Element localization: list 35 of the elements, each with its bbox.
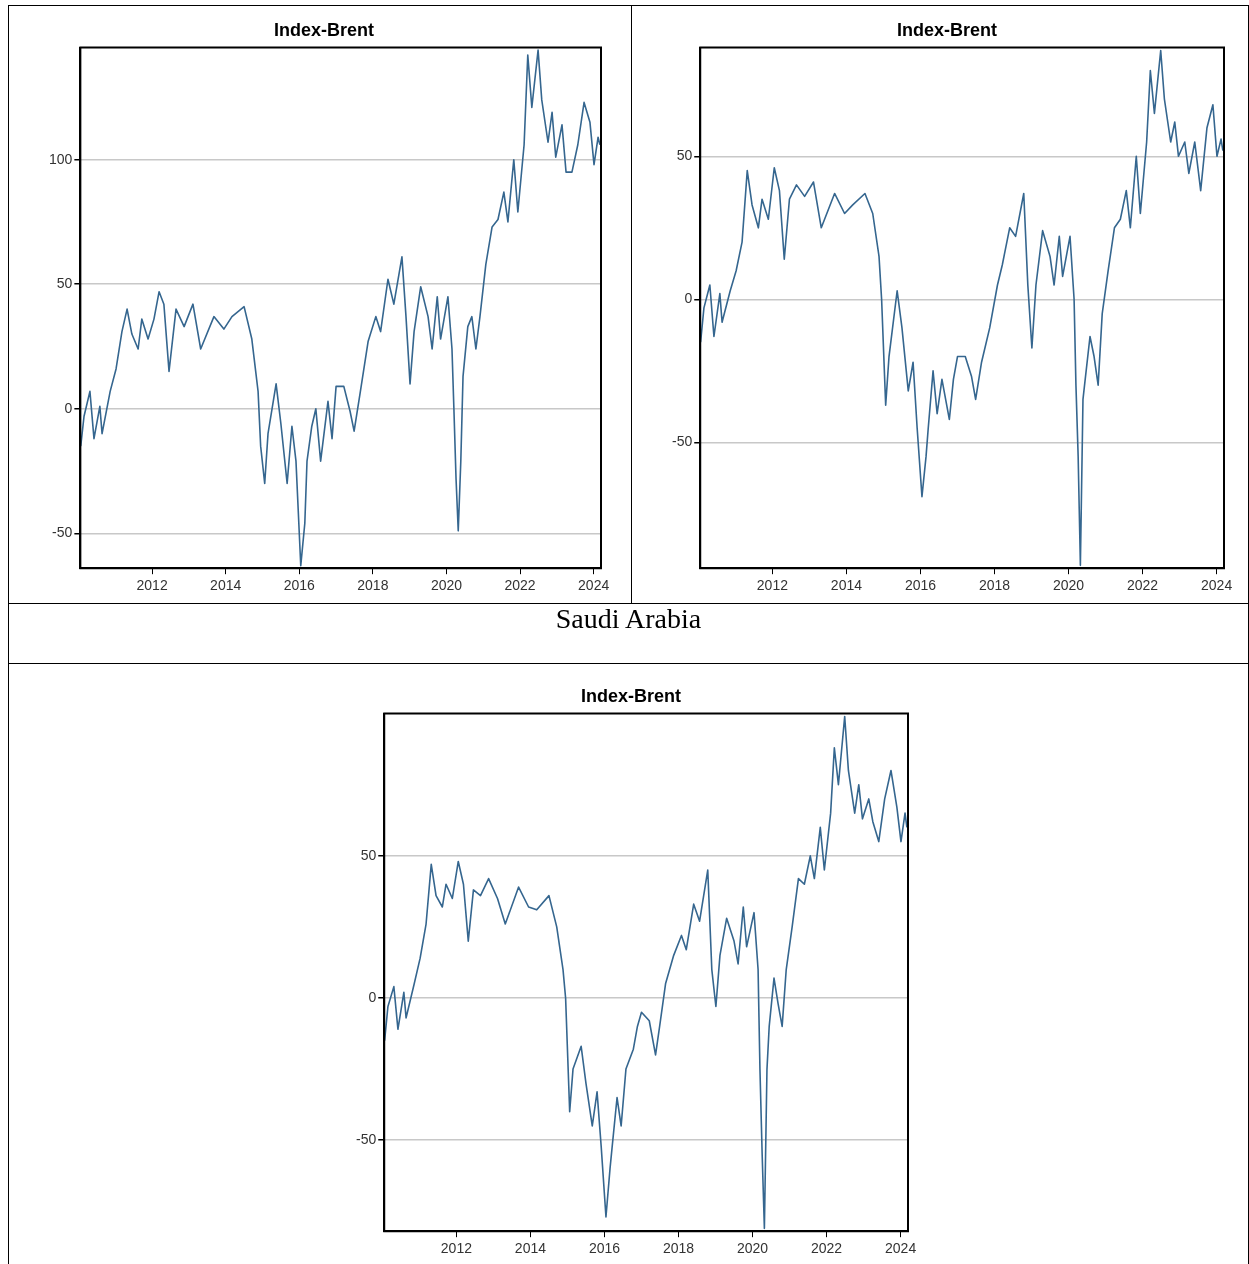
x-tick-label: 2014 [830, 577, 863, 594]
x-tick-label: 2024 [578, 577, 610, 594]
x-tick-label: 2018 [978, 577, 1011, 594]
x-tick-label: 2020 [1052, 577, 1085, 594]
x-tick-label: 2014 [210, 577, 242, 594]
x-tick-label: 2014 [514, 1240, 547, 1257]
chart-title: Index-Brent [896, 19, 998, 40]
x-tick-label: 2020 [430, 577, 463, 594]
x-tick-label: 2012 [440, 1240, 473, 1257]
y-tick-label: 100 [49, 150, 73, 167]
x-tick-label: 2016 [283, 577, 316, 594]
x-tick-label: 2020 [736, 1240, 769, 1257]
y-tick-label: 0 [684, 290, 693, 307]
y-tick-label: -50 [52, 524, 73, 541]
chart-title: Index-Brent [273, 19, 375, 40]
y-tick-label: 0 [64, 399, 73, 416]
y-tick-label: -50 [672, 433, 693, 450]
x-tick-label: 2016 [588, 1240, 621, 1257]
x-tick-label: 2012 [136, 577, 168, 594]
text: Saudi Arabia [9, 603, 1248, 664]
x-tick-label: 2018 [357, 577, 389, 594]
chart-title: Index-Brent [580, 685, 682, 706]
x-tick-label: 2024 [1201, 577, 1233, 594]
y-tick-label: 50 [56, 275, 73, 292]
x-tick-label: 2018 [662, 1240, 695, 1257]
y-tick-label: 50 [676, 147, 693, 164]
x-tick-label: 2022 [810, 1240, 843, 1257]
x-tick-label: 2016 [904, 577, 937, 594]
x-tick-label: 2022 [504, 577, 536, 594]
x-tick-label: 2022 [1126, 577, 1159, 594]
x-tick-label: 2024 [885, 1240, 917, 1257]
y-tick-label: -50 [356, 1131, 377, 1148]
y-tick-label: 0 [368, 988, 377, 1005]
y-tick-label: 50 [360, 846, 377, 863]
x-tick-label: 2012 [756, 577, 789, 594]
